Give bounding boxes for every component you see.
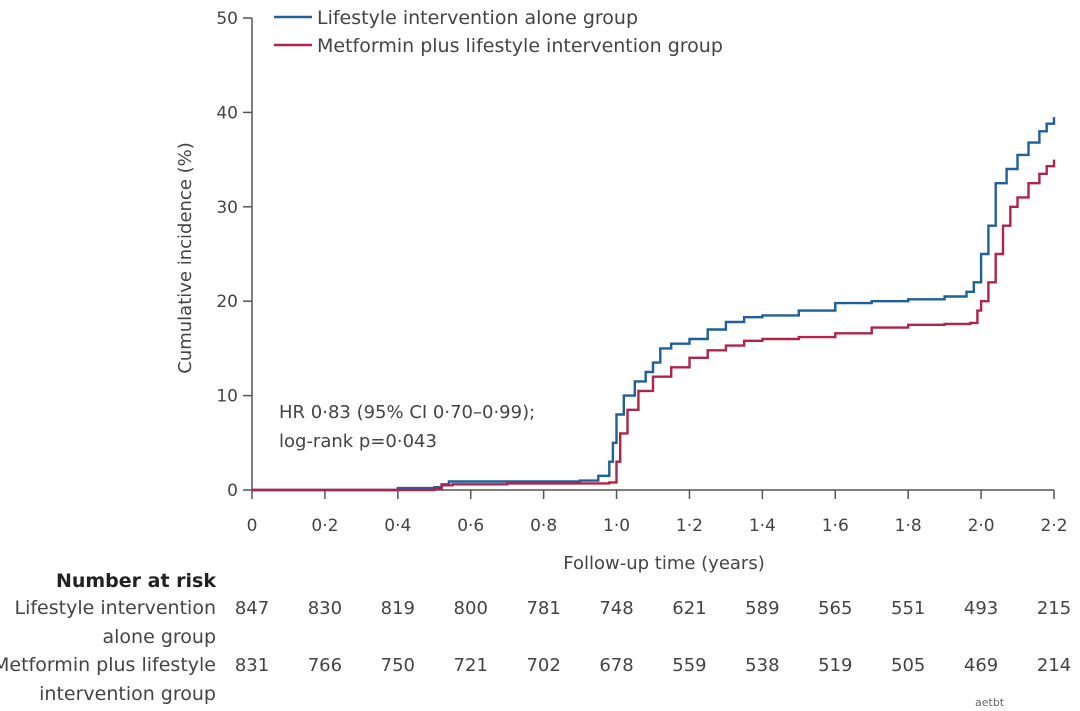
- risk-value: 847: [235, 598, 269, 619]
- risk-value: 678: [599, 655, 633, 676]
- legend: Lifestyle intervention alone group Metfor…: [274, 7, 723, 57]
- risk-value: 505: [891, 655, 925, 676]
- risk-table-header: Number at risk: [56, 570, 216, 592]
- risk-row-label: intervention group: [39, 683, 216, 705]
- risk-value: 831: [235, 655, 269, 676]
- x-tick-label: 1·8: [895, 516, 922, 536]
- legend-label-1: Lifestyle intervention alone group: [317, 7, 638, 29]
- x-tick-label: 1·2: [676, 516, 703, 536]
- risk-value: 702: [526, 655, 560, 676]
- risk-value: 538: [745, 655, 779, 676]
- y-axis-title: Cumulative incidence (%): [175, 142, 196, 374]
- y-tick-label: 30: [216, 198, 238, 218]
- risk-row-label: alone group: [103, 626, 217, 648]
- risk-value: 621: [672, 598, 706, 619]
- x-tick-label: 0·2: [311, 516, 338, 536]
- x-tick-label: 0·6: [457, 516, 484, 536]
- x-tick-label: 1·6: [822, 516, 849, 536]
- risk-value: 551: [891, 598, 925, 619]
- y-tick-label: 50: [216, 9, 238, 29]
- x-axis-title: Follow-up time (years): [563, 553, 764, 574]
- annotation-line-2: log-rank p=0·043: [279, 431, 437, 452]
- y-tick-label: 40: [216, 103, 238, 123]
- x-tick-label: 0: [247, 516, 258, 536]
- risk-value: 748: [599, 598, 633, 619]
- y-tick-label: 20: [216, 292, 238, 312]
- risk-table: Number at risk Lifestyle intervention alon…: [0, 570, 1071, 705]
- risk-value: 565: [818, 598, 852, 619]
- x-tick-label: 2·0: [968, 516, 995, 536]
- risk-value: 830: [308, 598, 342, 619]
- axes: 0 10 20 30 40 50 0 0·2 0·4 0·6 0·8 1·0 1·2 1·4 1·6 1·8 2…: [175, 9, 1068, 574]
- risk-value: 559: [672, 655, 706, 676]
- risk-row-label: Metformin plus lifestyle: [0, 654, 216, 676]
- x-tick-label: 1·0: [603, 516, 630, 536]
- x-tick-label: 1·4: [749, 516, 776, 536]
- watermark-text: aetbt: [975, 696, 1029, 709]
- risk-value: 781: [526, 598, 560, 619]
- risk-value: 589: [745, 598, 779, 619]
- risk-value: 750: [381, 655, 415, 676]
- series-line-1: [252, 117, 1056, 492]
- annotation: HR 0·83 (95% CI 0·70–0·99); log-rank p=0·…: [279, 402, 535, 452]
- risk-value: 766: [308, 655, 342, 676]
- annotation-line-1: HR 0·83 (95% CI 0·70–0·99);: [279, 402, 535, 423]
- risk-value: 800: [454, 598, 488, 619]
- risk-row-label: Lifestyle intervention: [15, 597, 217, 619]
- x-tick-label: 2·2: [1040, 516, 1067, 536]
- risk-value: 721: [454, 655, 488, 676]
- series-lines: [252, 117, 1056, 492]
- risk-value: 214: [1037, 655, 1071, 676]
- risk-value: 493: [964, 598, 998, 619]
- y-tick-label: 10: [216, 387, 238, 407]
- legend-label-2: Metformin plus lifestyle intervention gr…: [317, 35, 723, 57]
- risk-value: 215: [1037, 598, 1071, 619]
- series-line-2: [252, 159, 1056, 492]
- risk-value: 519: [818, 655, 852, 676]
- y-tick-label: 0: [227, 481, 238, 501]
- x-tick-label: 0·4: [384, 516, 411, 536]
- risk-value: 819: [381, 598, 415, 619]
- x-tick-label: 0·8: [530, 516, 557, 536]
- risk-value: 469: [964, 655, 998, 676]
